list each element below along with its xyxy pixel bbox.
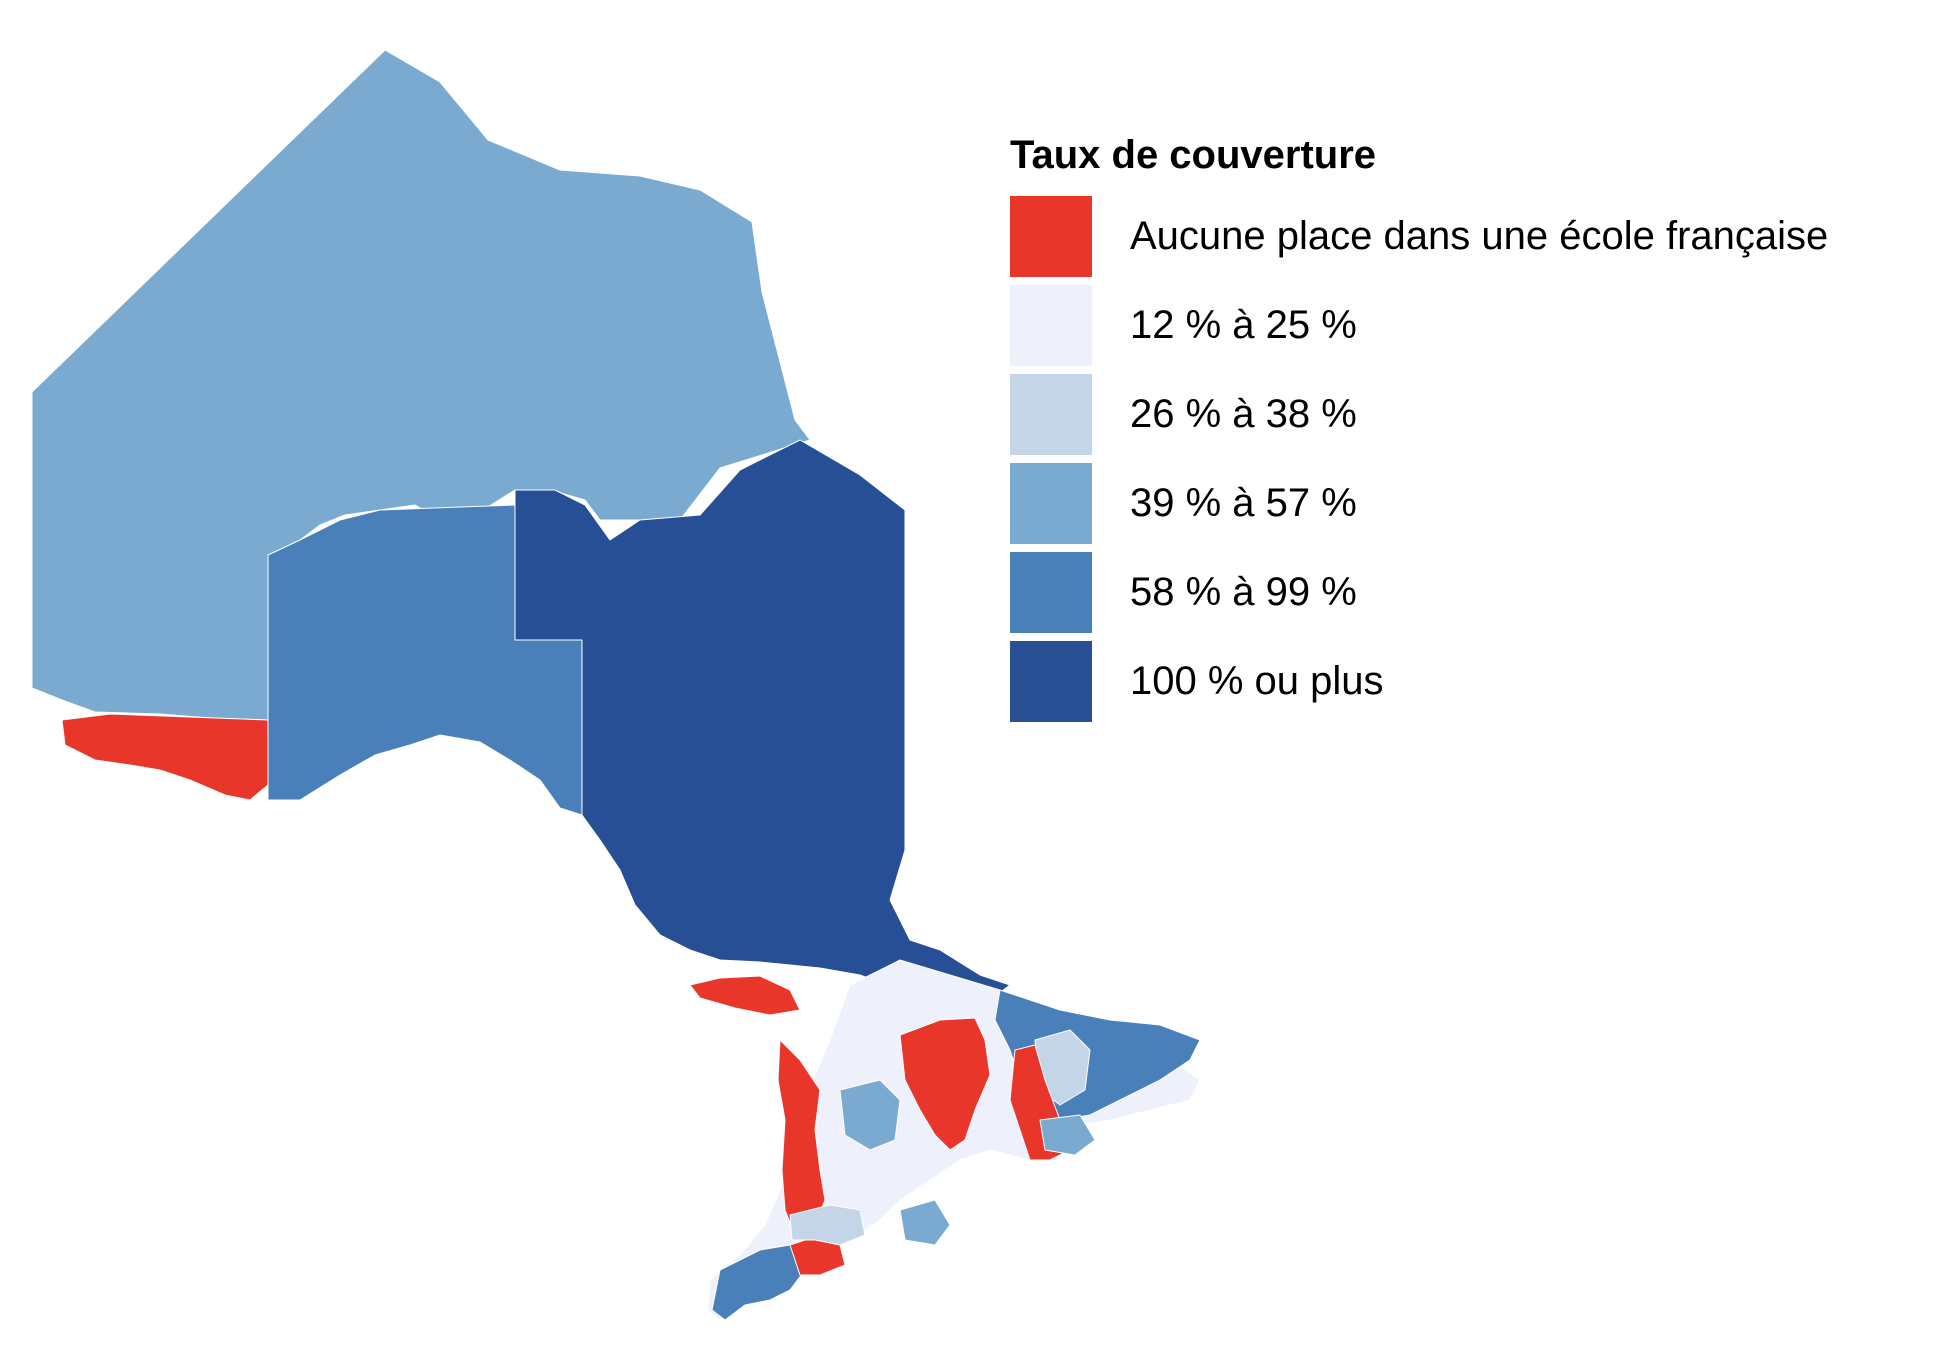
region-northeast — [514, 439, 1011, 1011]
legend-swatch — [1010, 374, 1092, 455]
region-southwest-blue — [711, 1244, 806, 1321]
legend-label: 58 % à 99 % — [1130, 570, 1357, 614]
region-mid-blue-2 — [899, 1199, 951, 1246]
legend-swatch — [1010, 641, 1092, 722]
legend-swatch — [1010, 552, 1092, 633]
legend-item: 58 % à 99 % — [1010, 552, 1930, 633]
legend-item: 12 % à 25 % — [1010, 285, 1930, 366]
region-thunder-bay — [267, 504, 583, 816]
legend-items: Aucune place dans une école française 12 … — [1010, 196, 1930, 722]
legend-label: 26 % à 38 % — [1130, 392, 1357, 436]
region-mid-blue-1 — [839, 1079, 901, 1151]
legend-swatch — [1010, 463, 1092, 544]
legend-swatch — [1010, 285, 1092, 366]
legend-swatch — [1010, 196, 1092, 277]
region-northwest-red — [61, 713, 269, 801]
legend-label: 100 % ou plus — [1130, 659, 1384, 703]
legend-label: Aucune place dans une école française — [1130, 214, 1829, 258]
legend-item: 39 % à 57 % — [1010, 463, 1930, 544]
legend-item: 100 % ou plus — [1010, 641, 1930, 722]
legend-item: 26 % à 38 % — [1010, 374, 1930, 455]
legend-item: Aucune place dans une école française — [1010, 196, 1930, 277]
region-southwest-light — [789, 1204, 866, 1246]
legend-label: 39 % à 57 % — [1130, 481, 1357, 525]
legend-label: 12 % à 25 % — [1130, 303, 1357, 347]
region-central-red — [899, 1017, 991, 1151]
region-mid-blue-3 — [1039, 1114, 1096, 1156]
legend-title: Taux de couverture — [1010, 133, 1377, 177]
legend: Taux de couverture Aucune place dans une… — [1010, 133, 1930, 730]
region-manitoulin — [689, 975, 801, 1016]
